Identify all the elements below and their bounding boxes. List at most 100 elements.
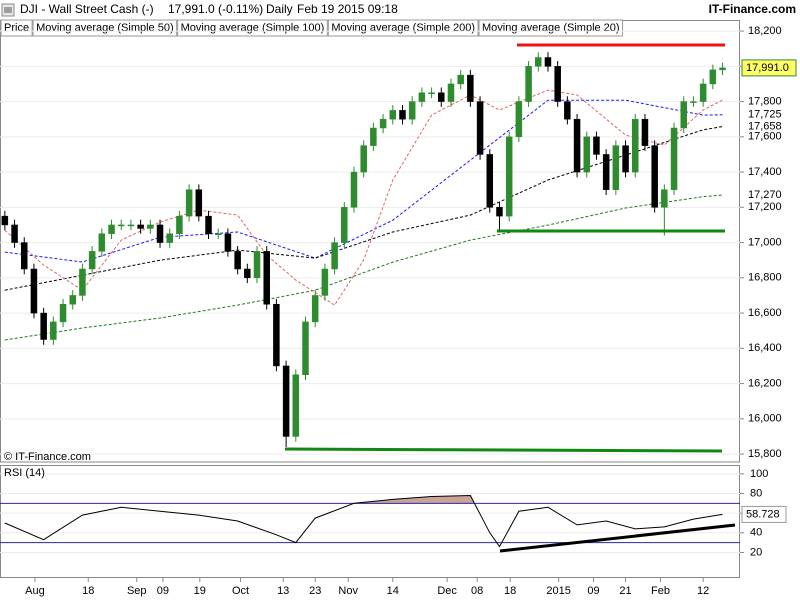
candle-body	[253, 251, 261, 279]
candle-body	[680, 101, 687, 129]
candle-body	[447, 83, 455, 102]
candle-body	[476, 101, 484, 155]
candle-body	[69, 295, 76, 305]
candle-body	[564, 101, 571, 120]
candle-body	[641, 118, 649, 146]
x-tick-label: Sep	[127, 585, 147, 597]
rsi-frame	[0, 465, 740, 578]
candle-body	[302, 321, 309, 376]
timestamp: Feb 19 2015 09:18	[297, 2, 398, 16]
x-tick-label: 2015	[546, 585, 570, 597]
candle-body	[535, 57, 542, 67]
candle-body	[98, 233, 106, 252]
candle-body	[690, 101, 697, 103]
x-tick-label: 13	[277, 585, 289, 597]
candle-body	[263, 251, 270, 305]
x-tick-label: 21	[619, 585, 631, 597]
candle-body	[311, 295, 319, 323]
candle-body	[622, 145, 629, 173]
y-tick-label: 17,400	[748, 166, 782, 178]
legend-label: Moving average (Simple 100)	[181, 22, 325, 34]
ma-last-value: 17,725	[748, 109, 782, 121]
candle-body	[50, 321, 57, 340]
moving-average	[4, 194, 723, 341]
ma-last-value: 17,658	[748, 120, 782, 132]
candle-body	[632, 118, 639, 173]
candle-body	[515, 101, 523, 138]
candle-body	[137, 224, 144, 229]
menu-icon-lines	[4, 7, 12, 13]
y-tick-label: 18,200	[748, 25, 782, 37]
candle-body	[670, 127, 678, 190]
candle-body	[554, 66, 561, 102]
period: Daily	[266, 2, 293, 16]
x-tick-label: 12	[697, 585, 709, 597]
rsi-line	[4, 494, 723, 548]
x-tick-label: 18	[82, 585, 94, 597]
y-tick-label: 40	[750, 527, 762, 539]
brand: IT-Finance.com	[709, 2, 796, 16]
candle-body	[166, 233, 173, 243]
candle-body	[467, 74, 474, 102]
candle-body	[602, 154, 610, 190]
candle-body	[438, 92, 445, 102]
candle-body	[661, 189, 668, 208]
candle-body	[40, 312, 47, 340]
legend-label: Moving average (Simple 50)	[36, 22, 174, 34]
y-tick-label: 15,800	[748, 448, 782, 460]
candle-body	[699, 83, 707, 102]
candle-body	[583, 136, 591, 173]
candle-body	[176, 215, 183, 235]
candle-body	[79, 268, 86, 296]
legend-box	[0, 19, 33, 37]
y-tick-label: 20	[750, 546, 762, 558]
candle-body	[379, 118, 387, 129]
last-rsi: 58.728	[746, 508, 780, 520]
x-tick-label: 08	[471, 585, 483, 597]
candle-body	[214, 233, 222, 236]
support-line	[284, 447, 723, 453]
candle-body	[331, 242, 338, 270]
candle-body	[117, 224, 125, 227]
candle-body	[496, 207, 503, 217]
legend-label: Moving average (Simple 200)	[331, 22, 475, 34]
x-tick-label: 14	[387, 585, 399, 597]
candle-body	[525, 66, 532, 102]
candle-body	[651, 145, 658, 208]
candle-body	[185, 189, 193, 217]
candle-body	[292, 374, 300, 437]
legend-box	[327, 19, 479, 37]
candle-body	[282, 365, 290, 437]
y-tick-label: 17,000	[748, 236, 782, 248]
moving-average	[4, 99, 723, 263]
plot-area	[1, 52, 726, 448]
candle-body	[1, 215, 9, 226]
candle-body	[108, 224, 115, 235]
candle-body	[399, 110, 406, 120]
symbol: DJI - Wall Street Cash (-)	[20, 2, 154, 16]
candle-body	[244, 268, 251, 279]
x-tick-label: Nov	[338, 585, 358, 597]
x-tick-label: 18	[504, 585, 516, 597]
x-tick-label: Feb	[651, 585, 670, 597]
candle-body	[370, 127, 377, 146]
x-tick-label: Aug	[25, 585, 45, 597]
candle-body	[544, 57, 552, 67]
y-tick-label: 80	[750, 487, 762, 499]
moving-average	[4, 89, 723, 306]
y-tick-label: 16,800	[748, 272, 782, 284]
candle-body	[127, 224, 135, 227]
candle-body	[234, 251, 241, 270]
candle-body	[360, 145, 367, 173]
last-price-box	[741, 59, 797, 77]
candle-body	[505, 136, 513, 217]
last-price: 17,991.0	[746, 62, 789, 74]
candle-body	[88, 251, 96, 270]
rsi-panel	[0, 473, 744, 553]
candle-body	[11, 224, 18, 243]
x-tick-label: Dec	[437, 585, 457, 597]
candle-body	[350, 171, 358, 208]
y-tick-label: 17,600	[748, 131, 782, 143]
y-tick-label: 16,200	[748, 377, 782, 389]
candle-body	[709, 69, 717, 85]
